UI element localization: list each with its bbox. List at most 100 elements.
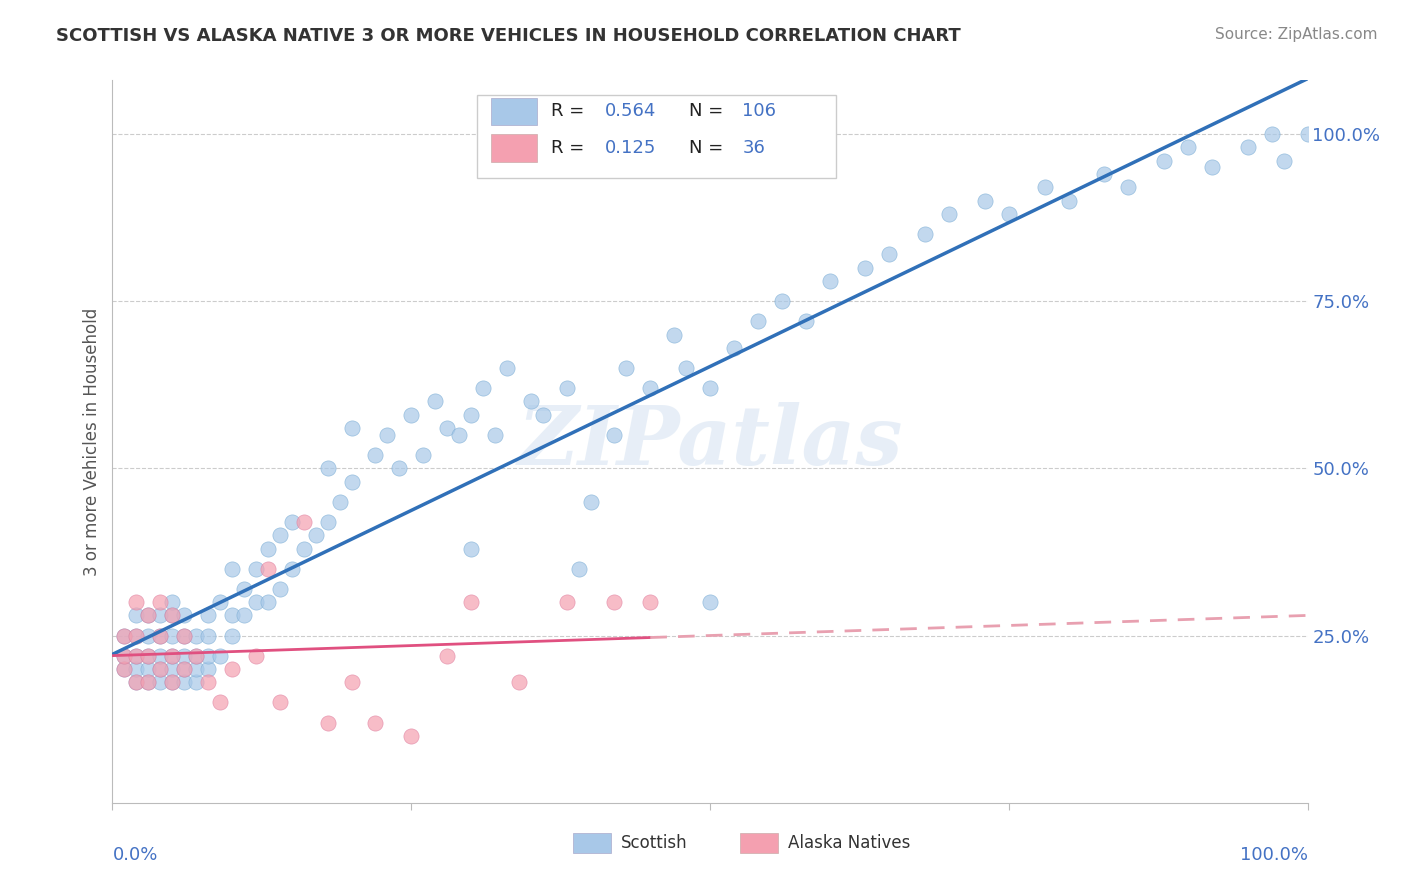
Point (340, 475, 363, 489)
Point (568, 562, 591, 576)
Point (138, 662, 160, 676)
Point (484, 427, 506, 442)
Point (138, 648, 160, 663)
Point (197, 608, 219, 623)
Point (221, 662, 243, 676)
Point (162, 648, 183, 663)
Point (125, 675, 148, 690)
Point (699, 381, 721, 395)
Point (125, 675, 148, 690)
Point (520, 394, 543, 409)
Point (603, 427, 626, 442)
Point (1237, 140, 1260, 154)
Y-axis label: 3 or more Vehicles in Household: 3 or more Vehicles in Household (83, 308, 101, 575)
Point (305, 528, 328, 542)
Point (221, 628, 243, 642)
Point (281, 562, 304, 576)
Point (603, 595, 626, 609)
Point (245, 562, 267, 576)
Point (579, 494, 602, 508)
Point (209, 696, 232, 710)
Point (316, 461, 339, 475)
Point (401, 408, 423, 422)
Point (794, 314, 817, 328)
Point (162, 608, 183, 623)
Point (149, 628, 172, 642)
Point (149, 628, 172, 642)
Point (640, 381, 662, 395)
Point (162, 648, 183, 663)
Point (162, 595, 183, 609)
Point (938, 207, 960, 221)
Point (1057, 194, 1080, 208)
FancyBboxPatch shape (572, 833, 610, 854)
Point (269, 528, 291, 542)
Point (125, 662, 148, 676)
Point (472, 381, 495, 395)
Point (209, 595, 232, 609)
Point (998, 207, 1021, 221)
Point (1261, 127, 1284, 141)
Text: N =: N = (689, 103, 728, 120)
Point (125, 608, 148, 623)
Point (555, 595, 578, 609)
Point (364, 715, 387, 730)
Point (460, 408, 482, 422)
Point (531, 408, 554, 422)
Text: ZIPatlas: ZIPatlas (517, 401, 903, 482)
Point (125, 648, 148, 663)
Point (138, 608, 160, 623)
Point (173, 662, 195, 676)
Point (1033, 180, 1056, 194)
Point (162, 662, 183, 676)
Point (162, 675, 183, 690)
Point (125, 628, 148, 642)
Point (125, 648, 148, 663)
Point (173, 675, 195, 690)
Text: SCOTTISH VS ALASKA NATIVE 3 OR MORE VEHICLES IN HOUSEHOLD CORRELATION CHART: SCOTTISH VS ALASKA NATIVE 3 OR MORE VEHI… (56, 27, 960, 45)
Point (186, 648, 208, 663)
Point (770, 294, 793, 309)
Point (1201, 161, 1223, 175)
Point (173, 662, 195, 676)
Point (281, 515, 304, 529)
Point (257, 562, 280, 576)
Point (747, 314, 769, 328)
Point (879, 247, 901, 261)
Text: 100.0%: 100.0% (1240, 847, 1308, 864)
Point (197, 628, 219, 642)
Point (149, 595, 172, 609)
Point (269, 582, 291, 596)
Point (269, 696, 291, 710)
Point (340, 421, 363, 435)
Point (114, 662, 135, 676)
Point (162, 675, 183, 690)
Point (221, 562, 243, 576)
Point (197, 662, 219, 676)
Point (377, 427, 399, 442)
Point (114, 662, 135, 676)
Point (974, 194, 997, 208)
Point (138, 628, 160, 642)
Point (1272, 153, 1295, 168)
Point (436, 648, 458, 663)
Point (114, 648, 135, 663)
Point (221, 608, 243, 623)
Point (209, 648, 232, 663)
Point (914, 227, 936, 242)
Text: R =: R = (551, 103, 591, 120)
Point (114, 628, 135, 642)
FancyBboxPatch shape (491, 135, 537, 162)
Point (640, 595, 662, 609)
Point (173, 648, 195, 663)
Point (125, 628, 148, 642)
FancyBboxPatch shape (477, 95, 835, 178)
Point (664, 327, 686, 342)
Point (149, 648, 172, 663)
Text: R =: R = (551, 139, 591, 157)
Point (401, 729, 423, 743)
Point (245, 648, 267, 663)
Point (723, 341, 745, 355)
Point (364, 448, 387, 462)
Point (114, 648, 135, 663)
